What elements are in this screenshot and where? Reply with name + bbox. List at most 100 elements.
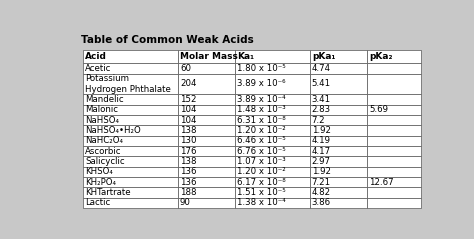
Text: Ascorbic: Ascorbic bbox=[85, 147, 122, 156]
Bar bbox=[367, 187, 421, 198]
Text: 6.31 x 10⁻⁸: 6.31 x 10⁻⁸ bbox=[237, 116, 286, 125]
Text: 176: 176 bbox=[180, 147, 196, 156]
Text: 188: 188 bbox=[180, 188, 196, 197]
Bar bbox=[367, 94, 421, 105]
Bar bbox=[83, 167, 178, 177]
Text: 60: 60 bbox=[180, 64, 191, 73]
Bar bbox=[367, 50, 421, 63]
Text: 1.38 x 10⁻⁴: 1.38 x 10⁻⁴ bbox=[237, 198, 286, 207]
Bar bbox=[235, 198, 310, 208]
Text: NaHSO₄: NaHSO₄ bbox=[85, 116, 119, 125]
Text: KHTartrate: KHTartrate bbox=[85, 188, 131, 197]
Bar bbox=[83, 63, 178, 74]
Bar bbox=[235, 125, 310, 136]
Bar bbox=[83, 177, 178, 187]
Text: 138: 138 bbox=[180, 157, 196, 166]
Text: 104: 104 bbox=[180, 105, 196, 114]
Bar bbox=[178, 156, 235, 167]
Bar bbox=[178, 105, 235, 115]
Bar bbox=[310, 156, 367, 167]
Bar bbox=[367, 125, 421, 136]
Text: Ka₁: Ka₁ bbox=[237, 52, 255, 61]
Bar bbox=[178, 115, 235, 125]
Bar bbox=[310, 146, 367, 156]
Bar bbox=[310, 63, 367, 74]
Text: Potassium
Hydrogen Phthalate: Potassium Hydrogen Phthalate bbox=[85, 74, 171, 94]
Bar bbox=[83, 105, 178, 115]
Text: 136: 136 bbox=[180, 178, 196, 187]
Bar bbox=[367, 167, 421, 177]
Text: Malonic: Malonic bbox=[85, 105, 118, 114]
Text: Lactic: Lactic bbox=[85, 198, 110, 207]
Text: 1.20 x 10⁻²: 1.20 x 10⁻² bbox=[237, 167, 286, 176]
Text: 5.69: 5.69 bbox=[369, 105, 388, 114]
Bar bbox=[367, 198, 421, 208]
Bar bbox=[83, 136, 178, 146]
Bar bbox=[310, 136, 367, 146]
Text: 7.2: 7.2 bbox=[312, 116, 325, 125]
Text: 5.41: 5.41 bbox=[312, 80, 331, 88]
Text: Table of Common Weak Acids: Table of Common Weak Acids bbox=[82, 35, 254, 45]
Bar bbox=[310, 115, 367, 125]
Bar bbox=[235, 105, 310, 115]
Text: 90: 90 bbox=[180, 198, 191, 207]
Bar bbox=[367, 146, 421, 156]
Text: 12.67: 12.67 bbox=[369, 178, 394, 187]
Bar bbox=[178, 187, 235, 198]
Bar bbox=[178, 198, 235, 208]
Bar bbox=[310, 167, 367, 177]
Text: 3.89 x 10⁻⁶: 3.89 x 10⁻⁶ bbox=[237, 80, 286, 88]
Text: pKa₁: pKa₁ bbox=[312, 52, 335, 61]
Bar bbox=[367, 63, 421, 74]
Bar bbox=[235, 115, 310, 125]
Text: 7.21: 7.21 bbox=[312, 178, 331, 187]
Bar bbox=[235, 167, 310, 177]
Text: 4.82: 4.82 bbox=[312, 188, 331, 197]
Text: KH₂PO₄: KH₂PO₄ bbox=[85, 178, 116, 187]
Bar bbox=[310, 50, 367, 63]
Text: 3.86: 3.86 bbox=[312, 198, 331, 207]
Bar bbox=[178, 50, 235, 63]
Bar bbox=[178, 167, 235, 177]
Text: 2.97: 2.97 bbox=[312, 157, 331, 166]
Text: KHSO₄: KHSO₄ bbox=[85, 167, 113, 176]
Bar bbox=[83, 74, 178, 94]
Text: 130: 130 bbox=[180, 136, 196, 145]
Bar bbox=[83, 146, 178, 156]
Bar bbox=[367, 156, 421, 167]
Text: 2.83: 2.83 bbox=[312, 105, 331, 114]
Bar bbox=[83, 94, 178, 105]
Bar bbox=[235, 156, 310, 167]
Text: NaHC₂O₄: NaHC₂O₄ bbox=[85, 136, 123, 145]
Bar bbox=[235, 74, 310, 94]
Bar bbox=[367, 136, 421, 146]
Text: 204: 204 bbox=[180, 80, 196, 88]
Bar bbox=[367, 105, 421, 115]
Bar bbox=[235, 136, 310, 146]
Text: 6.17 x 10⁻⁸: 6.17 x 10⁻⁸ bbox=[237, 178, 286, 187]
Bar bbox=[367, 177, 421, 187]
Text: 1.20 x 10⁻²: 1.20 x 10⁻² bbox=[237, 126, 286, 135]
Bar bbox=[310, 187, 367, 198]
Bar bbox=[367, 74, 421, 94]
Bar bbox=[83, 156, 178, 167]
Bar bbox=[178, 136, 235, 146]
Bar bbox=[235, 50, 310, 63]
Bar bbox=[310, 105, 367, 115]
Text: 4.74: 4.74 bbox=[312, 64, 331, 73]
Text: 1.92: 1.92 bbox=[312, 126, 331, 135]
Text: 152: 152 bbox=[180, 95, 196, 104]
Text: 3.41: 3.41 bbox=[312, 95, 331, 104]
Bar bbox=[83, 50, 178, 63]
Text: 1.80 x 10⁻⁵: 1.80 x 10⁻⁵ bbox=[237, 64, 286, 73]
Text: 104: 104 bbox=[180, 116, 196, 125]
Bar bbox=[235, 187, 310, 198]
Bar bbox=[178, 146, 235, 156]
Text: 1.48 x 10⁻³: 1.48 x 10⁻³ bbox=[237, 105, 286, 114]
Bar bbox=[83, 115, 178, 125]
Text: Salicyclic: Salicyclic bbox=[85, 157, 125, 166]
Bar bbox=[178, 125, 235, 136]
Bar bbox=[83, 187, 178, 198]
Bar bbox=[310, 177, 367, 187]
Text: Acetic: Acetic bbox=[85, 64, 112, 73]
